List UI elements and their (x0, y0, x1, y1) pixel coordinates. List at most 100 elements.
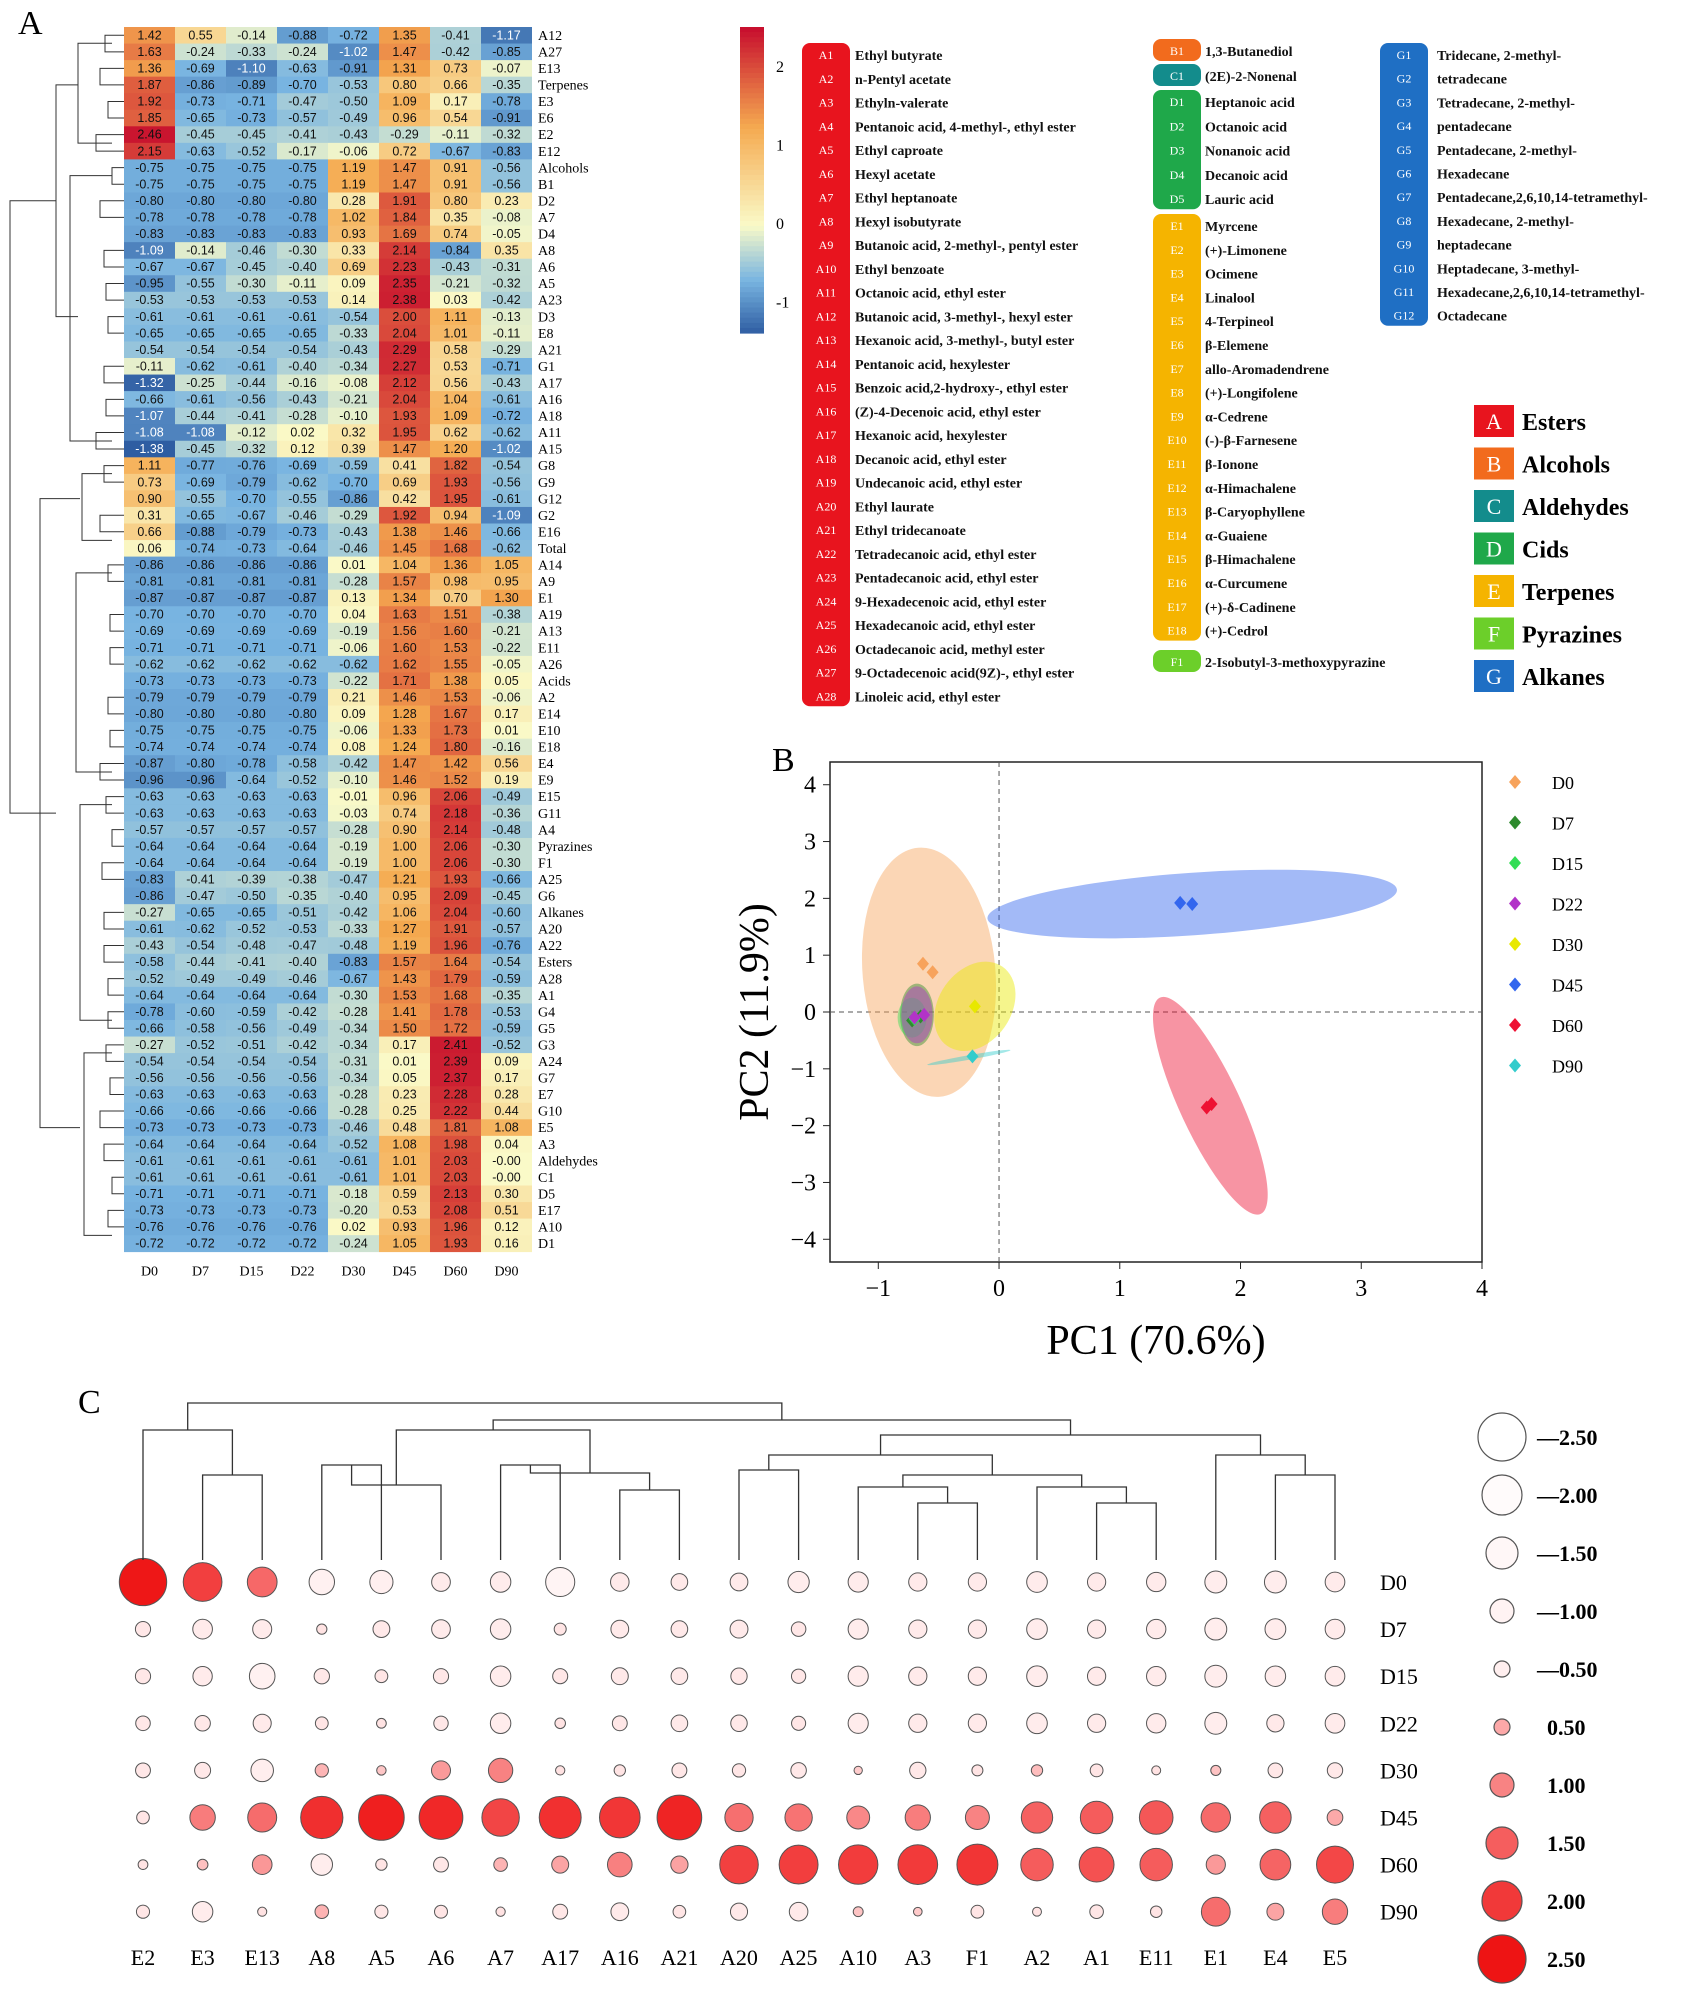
heatmap-cell (277, 1119, 328, 1137)
heatmap-cell (379, 771, 430, 789)
heatmap-row-label: A8 (538, 244, 555, 259)
heatmap-cell (226, 953, 277, 971)
heatmap-value: 2.23 (392, 260, 416, 274)
heatmap-cell (481, 788, 532, 806)
heatmap-value: -0.61 (186, 393, 215, 407)
heatmap-cell (328, 556, 379, 574)
heatmap-value: 0.54 (443, 111, 467, 125)
bubble-row-label: D15 (1380, 1664, 1418, 1689)
colorbar-segment (740, 169, 764, 176)
heatmap-column-label: D22 (290, 1265, 314, 1280)
heatmap-cell (175, 43, 226, 61)
heatmap-cell (481, 109, 532, 127)
legend-compound-name: Heptadecane, 3-methyl- (1437, 262, 1580, 277)
heatmap-cell (226, 622, 277, 640)
dendrogram-branch (55, 84, 78, 318)
heatmap-value: 1.69 (392, 227, 416, 241)
heatmap-value: 2.06 (443, 790, 467, 804)
colorbar-segment (740, 47, 764, 54)
heatmap-column-label: D60 (443, 1265, 467, 1280)
colorbar-tick-label: 2 (776, 59, 784, 76)
heatmap-cell (124, 258, 175, 276)
heatmap-row-label: D2 (538, 194, 555, 209)
heatmap-cell (481, 655, 532, 673)
size-legend-bubble (1485, 1536, 1519, 1570)
heatmap-cell (124, 1135, 175, 1153)
heatmap-cell (430, 1069, 481, 1087)
legend-code: E6 (1170, 338, 1183, 352)
heatmap-value: 1.63 (137, 45, 161, 59)
heatmap-cell (226, 142, 277, 160)
heatmap-value: -0.67 (441, 144, 470, 158)
heatmap-cell (124, 242, 175, 260)
dendrogram-branch (101, 862, 124, 880)
heatmap-value: -0.61 (135, 922, 164, 936)
heatmap-cell (379, 93, 430, 111)
heatmap-value: -0.40 (288, 955, 317, 969)
bubble (964, 1805, 990, 1830)
heatmap-value: -1.02 (339, 45, 368, 59)
y-tick-label: −3 (790, 1170, 816, 1196)
bubble (847, 1571, 869, 1593)
legend-compound-name: Pentanoic acid, 4-methyl-, ethyl ester (855, 120, 1076, 135)
heatmap-value: -0.11 (493, 326, 521, 340)
legend-code: D5 (1170, 192, 1185, 206)
legend-compound-name: Ethyl tridecanoate (855, 524, 966, 539)
colorbar-segment (740, 139, 764, 145)
heatmap-cell (124, 1020, 175, 1037)
heatmap-cell (277, 60, 328, 78)
heatmap-cell (175, 27, 226, 44)
y-tick-label: 0 (804, 1000, 816, 1026)
heatmap-cell (481, 242, 532, 260)
bubble-column-label: A5 (368, 1945, 395, 1970)
colorbar-segment (740, 266, 764, 273)
heatmap-value: -0.66 (135, 1021, 164, 1035)
heatmap-cell (124, 126, 175, 144)
legend-group-band (802, 43, 850, 707)
heatmap-cell (175, 1235, 226, 1253)
heatmap-cell (328, 705, 379, 723)
dendrogram-branch (201, 1474, 263, 1560)
heatmap-cell (328, 755, 379, 773)
heatmap-cell (175, 126, 226, 144)
heatmap-value: -0.16 (288, 376, 317, 390)
bubble-column-label: A2 (1024, 1945, 1051, 1970)
heatmap-value: -0.87 (186, 591, 215, 605)
heatmap-value: -0.11 (289, 277, 317, 291)
heatmap-value: 1.63 (392, 608, 416, 622)
heatmap-cell (430, 506, 481, 524)
heatmap-cell (481, 457, 532, 475)
heatmap-cell (379, 506, 430, 524)
colorbar-segment (740, 225, 764, 232)
bubble (791, 1715, 807, 1731)
heatmap-value: -0.86 (237, 558, 266, 572)
heatmap-cell (430, 788, 481, 806)
heatmap-cell (328, 1152, 379, 1170)
legend-compound-name: pentadecane (1437, 120, 1512, 135)
heatmap-cell (124, 358, 175, 375)
heatmap-cell (226, 705, 277, 723)
heatmap-cell (277, 639, 328, 657)
pca-point (916, 956, 929, 971)
heatmap-cell (379, 1119, 430, 1137)
heatmap-cell (481, 854, 532, 872)
heatmap-cell (226, 457, 277, 475)
heatmap-value: -0.28 (339, 575, 368, 589)
heatmap-cell (379, 275, 430, 293)
heatmap-value: 1.87 (137, 78, 161, 92)
colorbar-segment (740, 32, 764, 38)
heatmap-value: -0.43 (288, 393, 317, 407)
bubble (1089, 1904, 1104, 1919)
heatmap-value: -0.62 (186, 359, 215, 373)
bubble (908, 1572, 928, 1592)
heatmap-row-label: Pyrazines (538, 840, 592, 855)
heatmap-cell (430, 871, 481, 888)
heatmap-cell (226, 1003, 277, 1021)
heatmap-cell (226, 937, 277, 955)
heatmap-value: -0.69 (186, 624, 215, 638)
heatmap-cell (430, 589, 481, 607)
heatmap-value: 0.17 (392, 1038, 416, 1052)
colorbar-segment (740, 72, 764, 79)
heatmap-cell (430, 126, 481, 144)
dendrogram-branch (105, 398, 124, 417)
